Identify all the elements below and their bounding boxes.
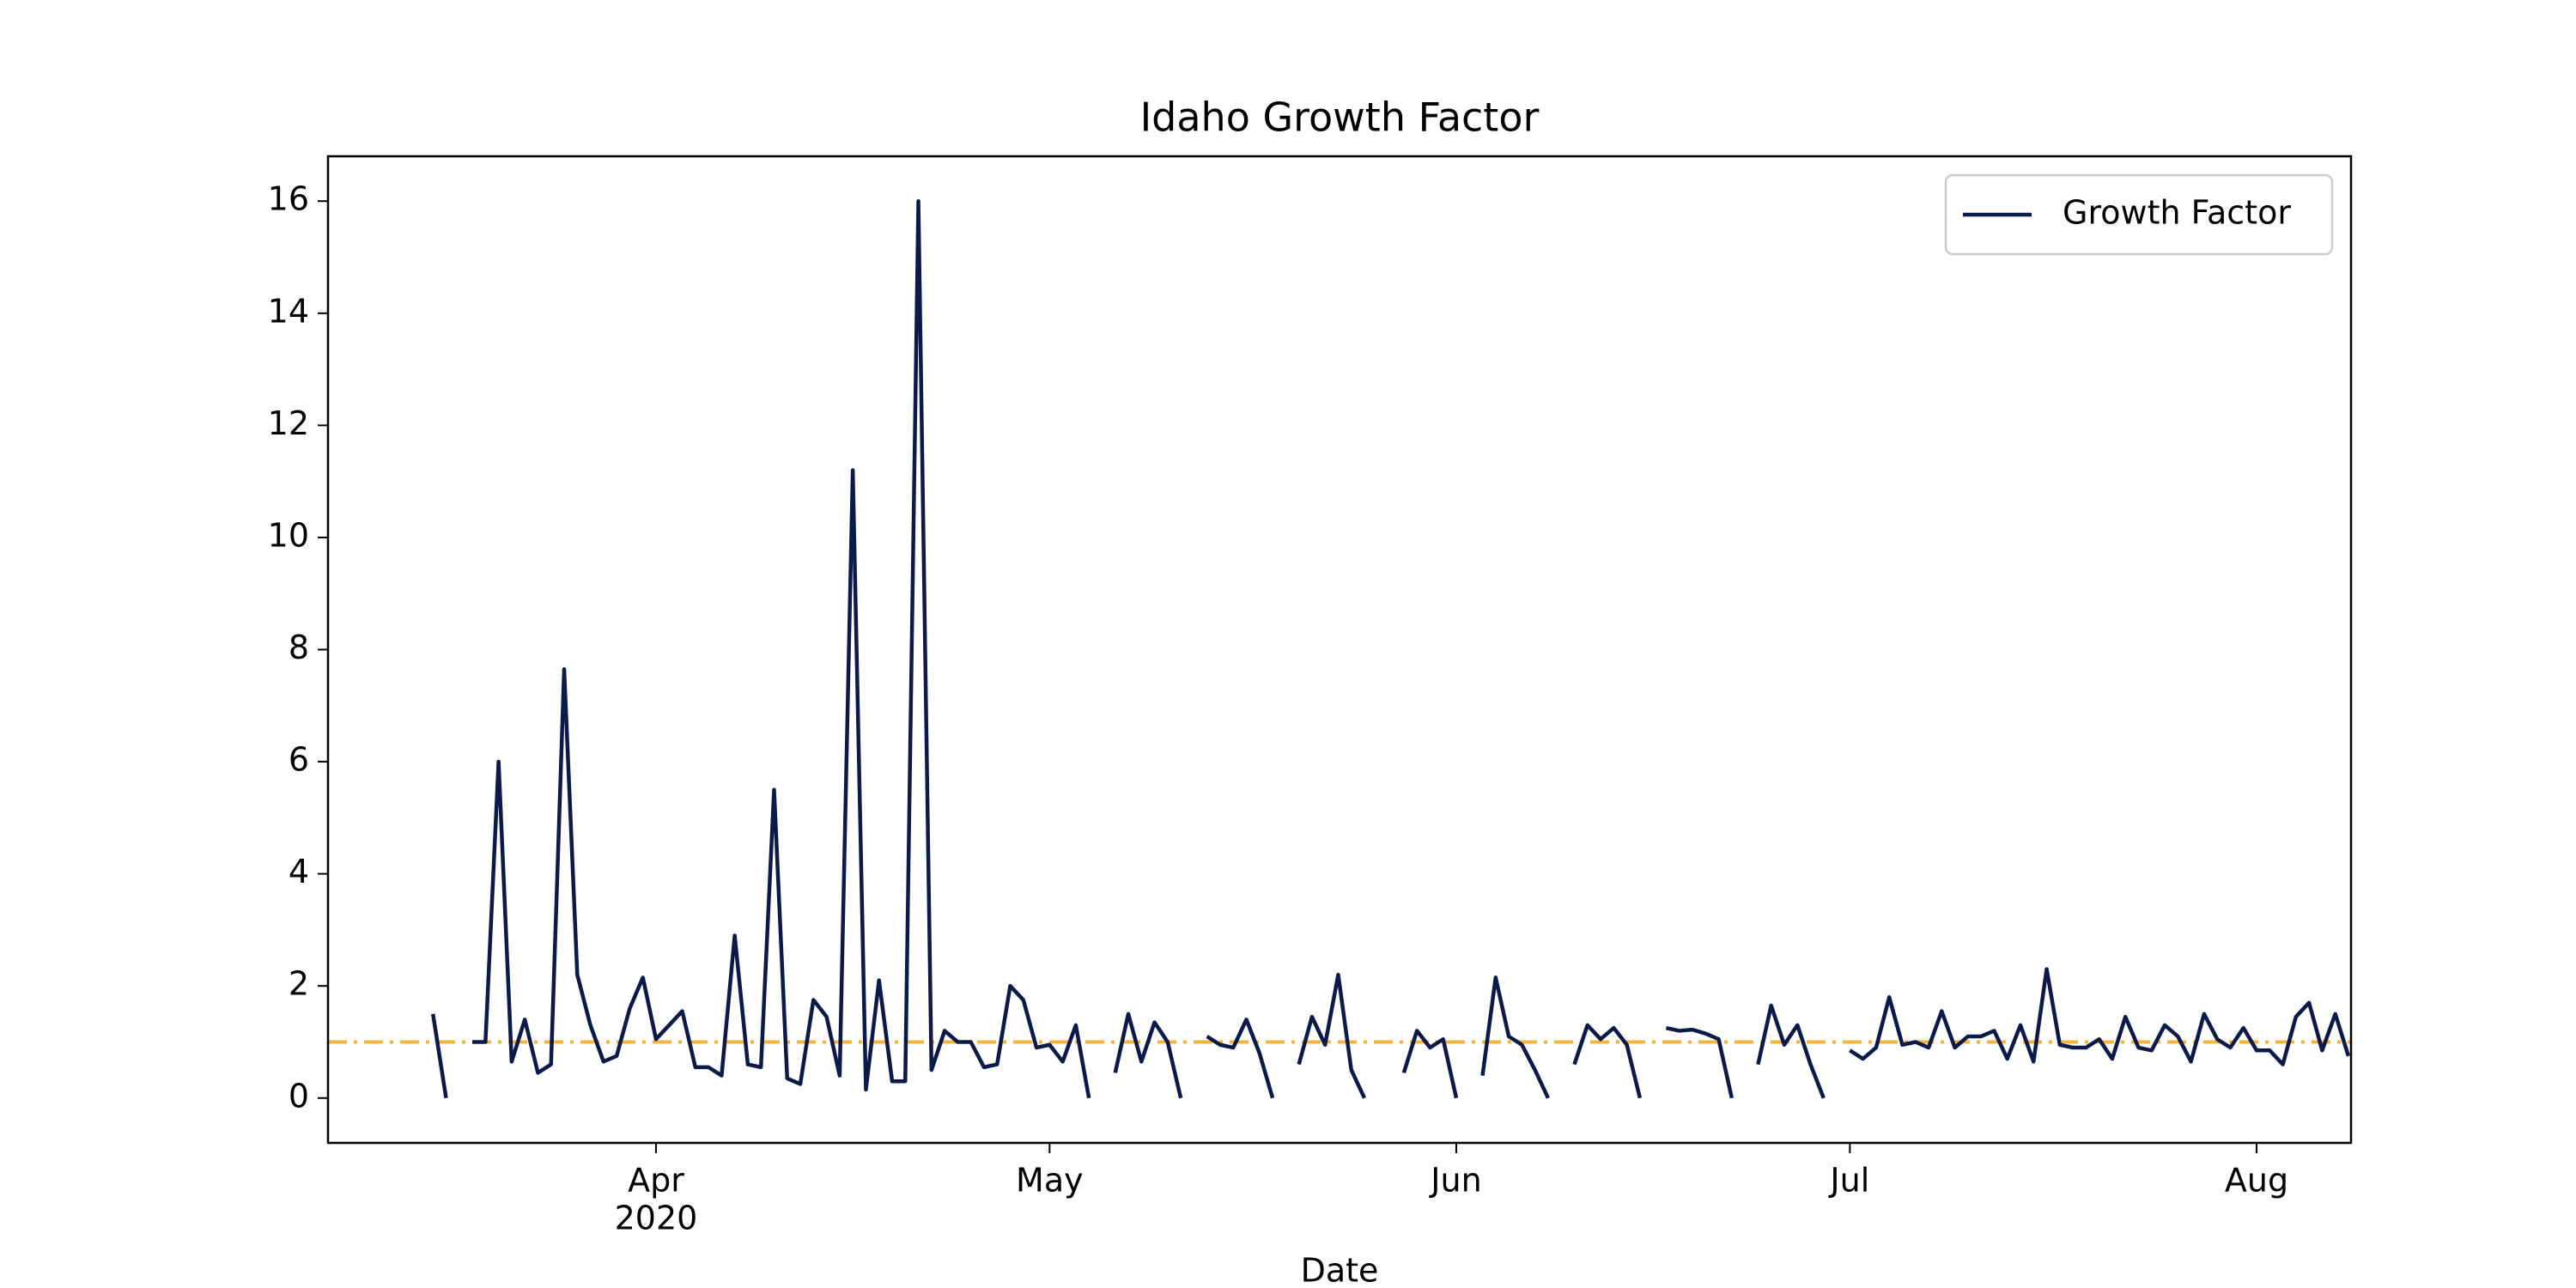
chart-title: Idaho Growth Factor <box>1140 94 1540 141</box>
legend-label: Growth Factor <box>2063 194 2291 232</box>
x-tick-label: Aug <box>2225 1162 2288 1200</box>
y-tick-label: 10 <box>268 516 309 554</box>
x-tick-label: Apr <box>628 1162 684 1200</box>
y-tick-label: 4 <box>289 853 309 890</box>
y-tick-label: 8 <box>289 629 309 666</box>
x-tick-label: Jun <box>1429 1162 1481 1200</box>
x-axis-label: Date <box>1301 1252 1379 1288</box>
y-tick-label: 2 <box>289 965 309 1003</box>
x-tick-label: Jul <box>1828 1162 1869 1200</box>
y-tick-label: 16 <box>268 180 309 218</box>
y-tick-label: 14 <box>268 292 309 330</box>
data-line <box>431 198 2351 1099</box>
x-tick-label: May <box>1016 1162 1084 1200</box>
y-tick-label: 12 <box>268 404 309 442</box>
legend-box <box>1944 173 2334 256</box>
y-tick-label: 6 <box>289 741 309 779</box>
plot-frame <box>326 155 2353 1145</box>
x-tick-sublabel: 2020 <box>615 1200 698 1237</box>
y-tick-label: 0 <box>289 1077 309 1115</box>
